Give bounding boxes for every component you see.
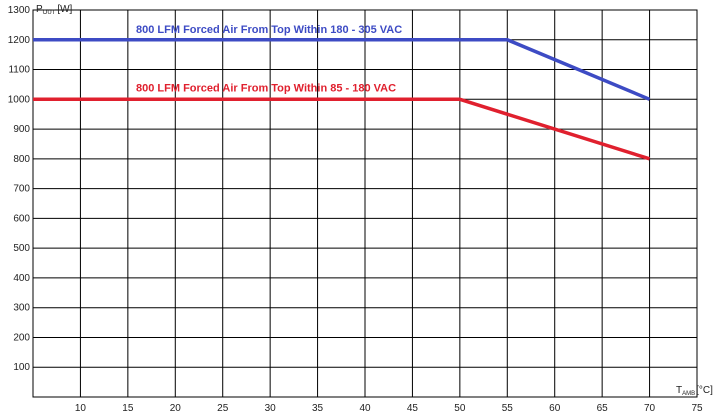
x-tick-label: 75 [691, 403, 703, 414]
series-line-1 [33, 38, 651, 101]
x-tick-labels: 10 15 20 25 30 35 40 45 50 55 60 65 70 75 [75, 403, 703, 414]
x-axis-symbol: T [676, 385, 682, 396]
y-tick-label: 200 [13, 332, 30, 343]
y-tick-labels: 100 200 300 400 500 600 700 800 900 1000 1100 1200 1… [8, 5, 31, 373]
y-tick-label: 900 [13, 124, 30, 135]
y-tick-label: 600 [13, 213, 30, 224]
y-tick-label: 400 [13, 273, 30, 284]
axes [32, 9, 698, 398]
x-tick-label: 30 [265, 403, 277, 414]
x-tick-label: 25 [217, 403, 229, 414]
x-tick-label: 10 [75, 403, 87, 414]
y-axis-title: POUT [W] [36, 4, 73, 16]
y-tick-label: 1200 [8, 35, 31, 46]
x-tick-label: 50 [454, 403, 466, 414]
series-label-1: 800 LFM Forced Air From Top Within 180 -… [136, 24, 402, 36]
y-tick-label: 300 [13, 303, 30, 314]
y-tick-label: 100 [13, 362, 30, 373]
x-tick-label: 35 [312, 403, 324, 414]
x-tick-label: 65 [597, 403, 609, 414]
x-axis-title: TAMB[°C] [676, 385, 713, 397]
x-axis-subscript: AMB [682, 391, 695, 397]
plot-border [32, 9, 698, 398]
y-tick-label: 700 [13, 184, 30, 195]
grid [33, 9, 698, 397]
series-labels: 800 LFM Forced Air From Top Within 180 -… [136, 24, 402, 95]
y-tick-label: 800 [13, 154, 30, 165]
y-axis-symbol: P [36, 4, 43, 15]
x-tick-label: 45 [407, 403, 419, 414]
x-tick-label: 55 [502, 403, 514, 414]
x-tick-label: 60 [549, 403, 561, 414]
y-axis-subscript: OUT [43, 10, 56, 16]
x-tick-label: 70 [644, 403, 656, 414]
y-tick-label: 1300 [8, 5, 31, 16]
series-label-2: 800 LFM Forced Air From Top Within 85 - … [136, 82, 396, 94]
y-tick-label: 1000 [8, 94, 31, 105]
x-tick-label: 40 [359, 403, 371, 414]
y-tick-label: 500 [13, 243, 30, 254]
y-axis-unit: [W] [57, 4, 72, 15]
series-lines [33, 38, 651, 161]
x-tick-label: 20 [170, 403, 182, 414]
x-tick-label: 15 [122, 403, 134, 414]
series-line-2 [33, 97, 651, 161]
x-axis-unit: [°C] [696, 385, 713, 396]
y-tick-label: 1100 [8, 65, 30, 76]
